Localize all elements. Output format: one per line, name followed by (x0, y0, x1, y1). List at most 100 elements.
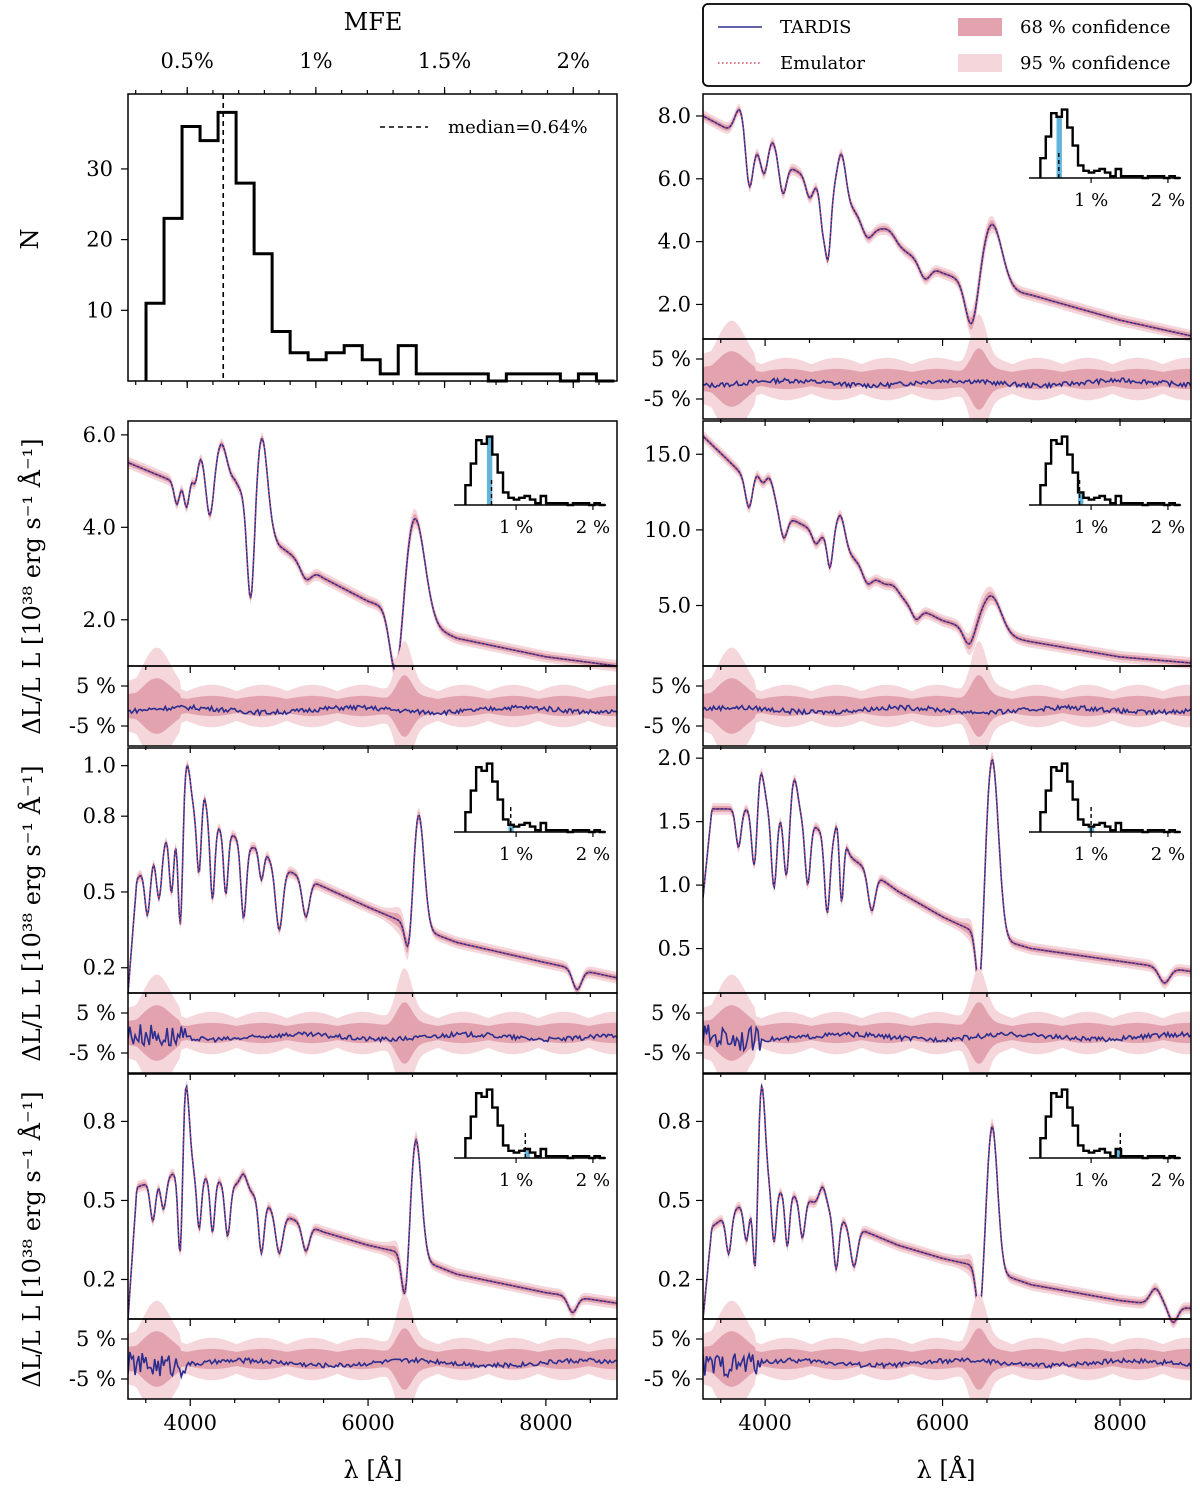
residual-band-95 (703, 968, 1191, 1073)
legend-95-swatch (958, 54, 1002, 72)
spectrum-frame (127, 1073, 618, 1320)
residual-axis-label: ΔL/L (18, 1004, 46, 1061)
inset-tick-label: 1 % (499, 1170, 533, 1191)
residual-y-tick-label: 5 % (76, 1327, 116, 1351)
spectrum-band-68 (703, 106, 1191, 339)
spectrum-band-95 (128, 760, 617, 999)
inset-tick-label: 1 % (1074, 1170, 1108, 1191)
inset-tick-label: 1 % (499, 517, 533, 538)
residual-frame (702, 665, 1192, 747)
y-axis-label: L [10³⁸ erg s⁻¹ Å⁻¹] (17, 438, 46, 668)
x-tick-label: 8000 (519, 1411, 572, 1435)
residual-frame (127, 665, 618, 747)
spectrum-tardis-line (703, 108, 1191, 337)
spectrum-band-68 (128, 762, 617, 996)
spectrum-panels: 2.0 4.0 6.0 8.0 5 % -5 % 1 % 2 % 2.0 4.0 6.0 5 % -5 … (17, 93, 1192, 1435)
spectrum-panel-tr: 2.0 4.0 6.0 8.0 5 % -5 % 1 % 2 % (644, 93, 1192, 426)
y-tick-label: 0.2 (83, 956, 116, 980)
spectrum-tardis-line (703, 1083, 1191, 1324)
y-tick-label: 6.0 (658, 167, 691, 191)
spectrum-emulator-line (128, 764, 617, 994)
residual-axis-label: ΔL/L (18, 677, 46, 734)
residual-y-tick-label: -5 % (644, 1041, 691, 1065)
residual-tardis-line (703, 1024, 1191, 1053)
histogram-frame (127, 93, 618, 382)
residual-y-tick-label: -5 % (69, 714, 116, 738)
x-axis-label-left: λ [Å] (344, 1455, 403, 1484)
inset-tick-label: 2 % (1151, 1170, 1185, 1191)
spectrum-panel-bl2: 0.2 0.5 0.8 5 % -5 % 4000 6000 8000 L [10³⁸ erg … (17, 1073, 618, 1435)
spectrum-frame (127, 747, 618, 994)
residual-band-95 (703, 1294, 1191, 1399)
inset-histogram-ml: 1 % 2 % (454, 435, 610, 538)
residual-band-95 (128, 968, 617, 1073)
spectrum-emulator-line (128, 1084, 617, 1320)
spectrum-emulator-line (703, 1083, 1191, 1323)
top-tick-label-1: 1% (299, 49, 332, 73)
spectrum-panel-mr: 5.0 10.0 15.0 5 % -5 % 1 % 2 % (644, 420, 1192, 753)
y-tick-label: 0.5 (658, 937, 691, 961)
spectrum-emulator-line (703, 435, 1191, 664)
legend-box (702, 3, 1192, 87)
inset-tick-label: 2 % (1151, 190, 1185, 211)
y-tick-label: 1.0 (83, 754, 116, 778)
inset-histogram-bl1: 1 % 2 % (454, 762, 610, 865)
inset-histogram-mr: 1 % 2 % (1029, 435, 1185, 538)
inset-highlight-bin (486, 436, 493, 505)
spectrum-panel-br2: 0.2 0.5 0.8 5 % -5 % 4000 6000 8000 1 % 2 % (644, 1073, 1192, 1435)
residual-frame (702, 992, 1192, 1074)
histogram-panel: MFE 0.5% 1% 1.5% 2% 10 20 30 median=0.64% N (16, 8, 618, 388)
spectrum-tardis-line (128, 437, 617, 672)
inset-tick-label: 1 % (1074, 844, 1108, 865)
spectrum-emulator-line (128, 438, 617, 671)
residual-band-95 (703, 641, 1191, 746)
hist-y-tick-label-0: 10 (86, 298, 113, 322)
y-tick-label: 2.0 (658, 292, 691, 316)
spectrum-frame (702, 93, 1192, 340)
x-axis-label-right: λ [Å] (917, 1455, 976, 1484)
residual-y-tick-label: 5 % (651, 1327, 691, 1351)
y-tick-label: 5.0 (658, 594, 691, 618)
inset-highlight-bin (1078, 492, 1084, 505)
residual-band-68 (128, 675, 617, 737)
x-tick-label: 4000 (164, 1411, 217, 1435)
spectrum-tardis-line (703, 758, 1191, 987)
spectrum-frame (702, 420, 1192, 667)
y-tick-label: 1.0 (658, 873, 691, 897)
y-tick-label: 0.5 (83, 1188, 116, 1212)
residual-y-tick-label: 5 % (76, 1001, 116, 1025)
y-tick-label: 0.8 (83, 804, 116, 828)
residual-frame (702, 1318, 1192, 1400)
y-tick-label: 4.0 (83, 515, 116, 539)
inset-steps (1039, 762, 1181, 834)
spectrum-band-95 (128, 1081, 617, 1325)
inset-highlight-bin (524, 1149, 530, 1158)
inset-steps (1039, 435, 1181, 507)
y-axis-label: L [10³⁸ erg s⁻¹ Å⁻¹] (17, 1091, 46, 1321)
y-tick-label: 15.0 (644, 442, 691, 466)
spectrum-emulator-line (703, 109, 1191, 337)
inset-tick-label: 1 % (1074, 190, 1108, 211)
residual-tardis-line (128, 1351, 617, 1380)
inset-steps (464, 1088, 606, 1160)
inset-tick-label: 1 % (1074, 517, 1108, 538)
y-tick-label: 2.0 (658, 746, 691, 770)
x-tick-label: 6000 (916, 1411, 969, 1435)
spectrum-tardis-line (703, 435, 1191, 664)
residual-tardis-line (703, 1351, 1191, 1379)
residual-frame (702, 338, 1192, 420)
top-tick-label-3: 2% (557, 49, 590, 73)
spectrum-frame (702, 1073, 1192, 1320)
hist-y-tick-label-2: 30 (86, 157, 113, 181)
residual-band-68 (128, 1328, 617, 1390)
residual-tardis-line (128, 1024, 617, 1048)
legend: TARDIS Emulator 68 % confidence 95 % con… (702, 3, 1192, 87)
y-tick-label: 0.5 (658, 1188, 691, 1212)
y-tick-label: 1.5 (658, 810, 691, 834)
residual-band-95 (703, 314, 1191, 419)
spectrum-band-68 (703, 1083, 1191, 1326)
residual-axis-label: ΔL/L (18, 1330, 46, 1387)
inset-histogram-br1: 1 % 2 % (1029, 762, 1185, 865)
residual-tardis-line (128, 703, 617, 717)
